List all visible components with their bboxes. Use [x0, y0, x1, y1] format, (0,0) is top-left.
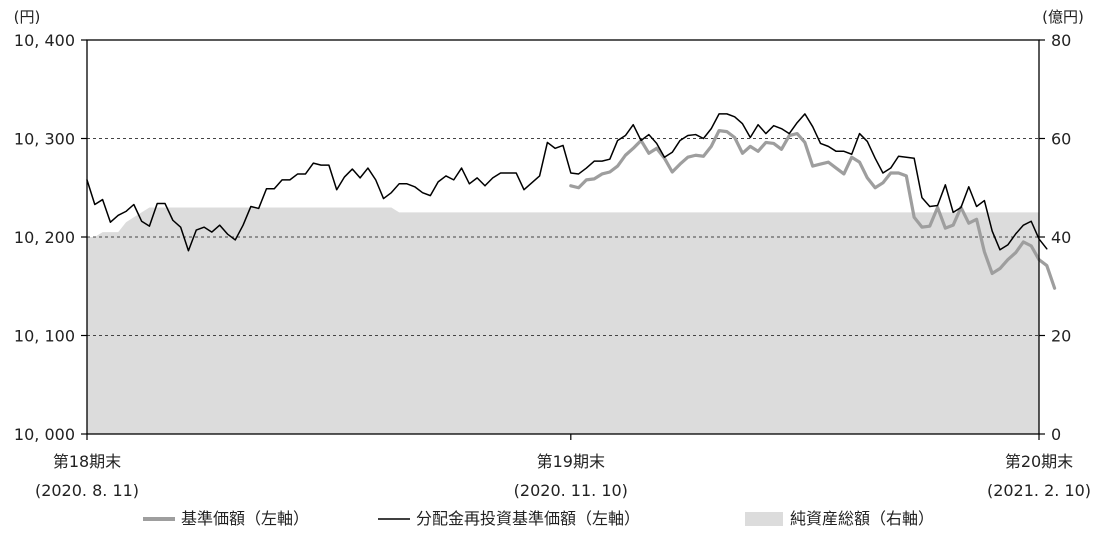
legend-swatch-assets — [745, 512, 783, 526]
right-tick-label: 40 — [1051, 228, 1071, 247]
left-tick-label: 10, 400 — [14, 31, 75, 50]
right-tick-label: 0 — [1051, 425, 1061, 444]
left-axis-unit: (円) — [14, 8, 41, 26]
right-tick-label: 80 — [1051, 31, 1071, 50]
net-assets-area — [87, 207, 1039, 434]
nav-line — [569, 129, 1057, 290]
x-tick-label-date: (2021. 2. 10) — [987, 481, 1091, 500]
left-tick-label: 10, 200 — [14, 228, 75, 247]
x-tick-label-period: 第19期末 — [537, 452, 605, 471]
legend-label-reinvested: 分配金再投資基準価額（左軸） — [416, 509, 640, 528]
right-tick-label: 20 — [1051, 327, 1071, 346]
left-tick-label: 10, 300 — [14, 130, 75, 149]
left-tick-label: 10, 100 — [14, 327, 75, 346]
left-tick-label: 10, 000 — [14, 425, 75, 444]
x-tick-label-date: (2020. 11. 10) — [514, 481, 628, 500]
right-axis-unit: (億円) — [1042, 8, 1084, 26]
x-tick-label-period: 第20期末 — [1005, 452, 1073, 471]
legend-label-assets: 純資産総額（右軸） — [790, 509, 934, 528]
reinvested-nav-line — [86, 113, 1048, 252]
x-tick-label-period: 第18期末 — [53, 452, 121, 471]
right-tick-label: 60 — [1051, 130, 1071, 149]
x-tick-label-date: (2020. 8. 11) — [35, 481, 139, 500]
legend-label-nav: 基準価額（左軸） — [181, 509, 309, 528]
